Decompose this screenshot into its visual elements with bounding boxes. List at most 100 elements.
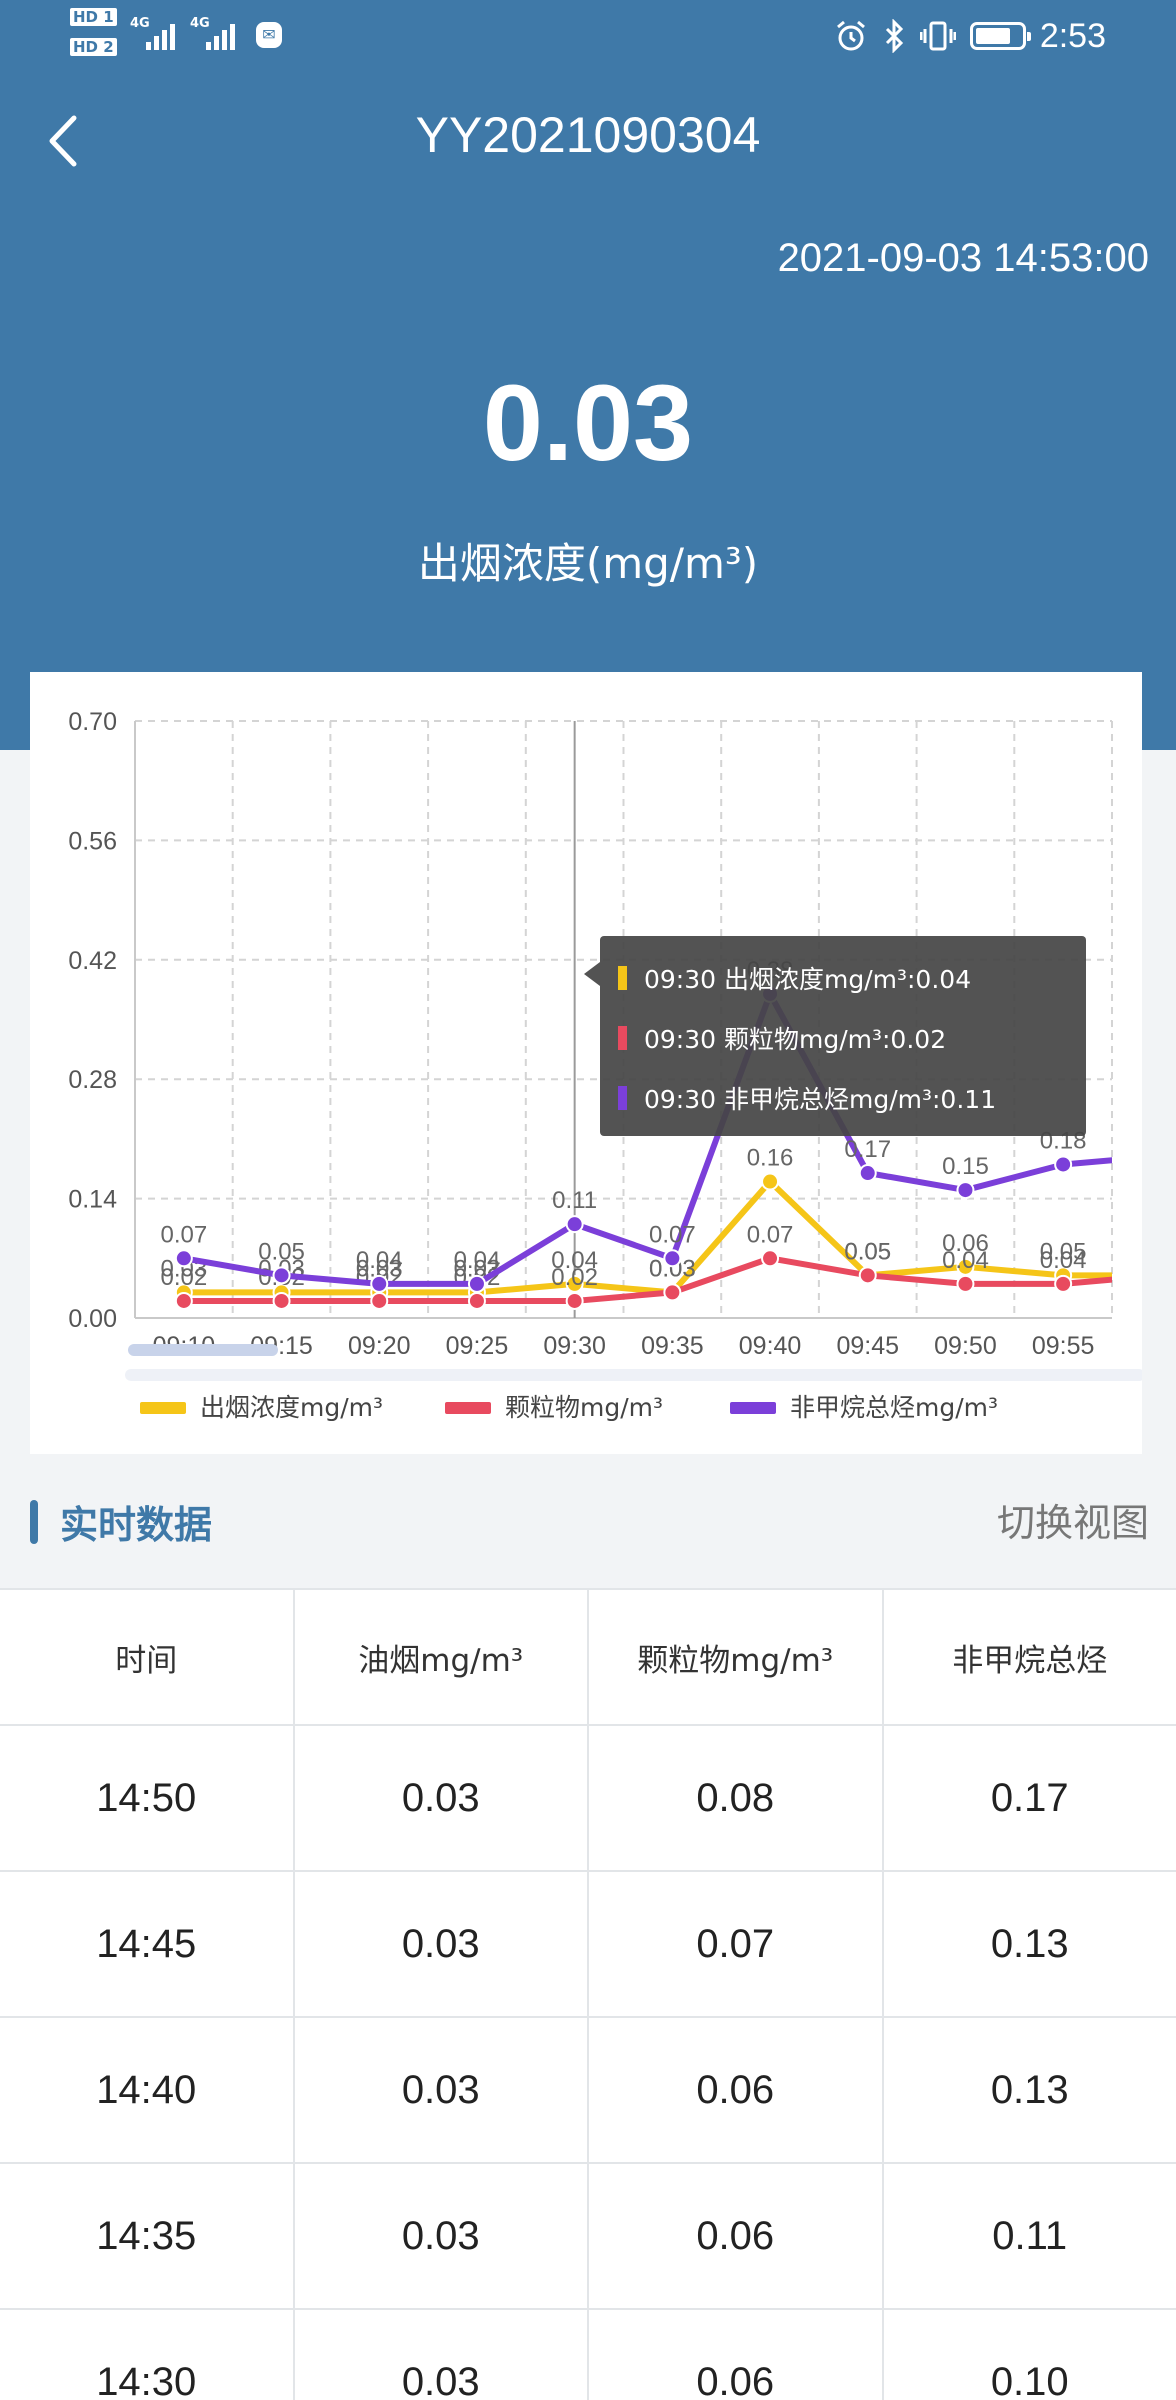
data-label: 0.06 [942,1230,989,1257]
data-point [467,1291,486,1310]
tooltip-line: 09:30 非甲烷总烃mg/m³:0.11 [644,1085,996,1114]
cell-oil-smoke: 0.03 [295,2018,589,2162]
x-tick-label: 09:30 [543,1332,606,1360]
legend-label: 颗粒物mg/m³ [505,1393,663,1422]
cell-particulate: 0.06 [589,2164,884,2308]
app-notification-icon: ✉ [256,22,282,48]
alarm-icon [836,20,865,51]
x-tick-label: 09:55 [1032,1332,1095,1360]
data-label: 0.02 [160,1264,207,1291]
data-label: 0.05 [1137,1238,1142,1265]
data-point [956,1257,975,1276]
data-label: 0.05 [1137,1238,1142,1265]
cell-oil-smoke: 0.03 [295,2164,589,2308]
table-row[interactable]: 14:45 0.03 0.07 0.13 [0,1872,1176,2018]
header-banner: HD 1 HD 2 4G 4G ✉ 2:53 [0,0,1176,750]
data-point [565,1215,584,1234]
chart-tooltip: 09:30 出烟浓度mg/m³:0.04 09:30 颗粒物mg/m³:0.02 0… [584,936,1086,1136]
x-tick-label: 09:25 [446,1332,509,1360]
x-tick-label: 09:50 [934,1332,997,1360]
y-tick-label: 0.56 [68,827,117,855]
x-tick-label: 09:45 [836,1332,899,1360]
page-title: YY2021090304 [415,107,761,163]
back-arrow-icon[interactable] [40,106,90,176]
cell-oil-smoke: 0.03 [295,2310,589,2400]
data-label: 0.04 [1040,1247,1087,1274]
data-label: 0.16 [747,1145,794,1172]
data-point [858,1164,877,1183]
network-type-2: 4G [190,16,210,31]
data-point [272,1266,291,1285]
tooltip-line: 09:30 颗粒物mg/m³:0.02 [644,1025,946,1054]
data-label: 0.07 [747,1221,794,1248]
status-bar: HD 1 HD 2 4G 4G ✉ 2:53 [0,0,1176,72]
cell-nmhc: 0.13 [990,2067,1069,2112]
data-point [663,1249,682,1268]
cell-nmhc: 0.17 [990,1775,1069,1820]
section-title: 实时数据 [60,1503,213,1547]
realtime-data-table: 时间 油烟mg/m³ 颗粒物mg/m³ 非甲烷总烃 14:50 0.03 0.0… [0,1588,1176,2400]
cell-particulate: 0.08 [589,1726,884,1870]
clock: 2:53 [1039,16,1106,55]
data-label: 0.05 [1040,1238,1087,1265]
battery-icon [969,22,1031,50]
chart-scroll-track [125,1369,1142,1381]
realtime-section-header: 实时数据 切换视图 [0,1480,1176,1576]
data-label: 0.04 [551,1247,598,1274]
plot-area: 0.030.030.030.030.040.030.160.050.060.05… [160,957,1142,1310]
hd1-badge: HD 1 [70,8,117,26]
y-tick-label: 0.14 [68,1186,117,1214]
network-type-1: 4G [130,16,150,31]
y-tick-label: 0.28 [68,1066,117,1094]
signal-1-icon [146,24,175,50]
legend-label: 出烟浓度mg/m³ [200,1393,383,1422]
cell-time: 14:35 [0,2164,295,2308]
legend-swatch [140,1402,186,1414]
bluetooth-icon [885,19,903,53]
primary-reading-label: 出烟浓度(mg/m³) [417,539,759,588]
cell-oil-smoke: 0.03 [295,1872,589,2016]
tooltip-swatch [618,1026,627,1050]
data-label: 0.04 [356,1247,403,1274]
data-point [1054,1274,1073,1293]
primary-reading-value: 0.03 [482,362,694,483]
column-header-nmhc: 非甲烷总烃 [952,1642,1108,1679]
data-point [761,1249,780,1268]
tooltip-swatch [618,1086,627,1110]
hd2-badge: HD 2 [70,38,117,56]
signal-group: HD 1 HD 2 4G 4G ✉ [70,8,290,64]
section-accent-bar [30,1500,38,1544]
data-label: 0.05 [258,1238,305,1265]
x-tick-label: 09:35 [641,1332,704,1360]
table-row[interactable]: 14:35 0.03 0.06 0.11 [0,2164,1176,2310]
data-point [956,1181,975,1200]
legend-label: 非甲烷总烃mg/m³ [790,1393,998,1422]
switch-view-button[interactable]: 切换视图 [996,1501,1149,1545]
data-label: 0.11 [552,1187,597,1214]
y-tick-label: 0.70 [68,708,117,736]
data-label: 0.04 [942,1247,989,1274]
data-point [272,1291,291,1310]
legend-swatch [445,1402,491,1414]
table-row[interactable]: 14:50 0.03 0.08 0.17 [0,1726,1176,1872]
x-tick-label: 09:40 [739,1332,802,1360]
data-point [1054,1155,1073,1174]
column-header-particulate: 颗粒物mg/m³ [589,1590,884,1724]
data-point [174,1249,193,1268]
table-row[interactable]: 14:40 0.03 0.06 0.13 [0,2018,1176,2164]
data-label: 0.15 [942,1153,989,1180]
column-header-oil-smoke: 油烟mg/m³ [295,1590,589,1724]
data-point [663,1283,682,1302]
cell-particulate: 0.06 [589,2310,884,2400]
data-point [467,1274,486,1293]
chart-scroll-thumb [128,1344,278,1356]
data-label: 0.07 [160,1221,207,1248]
trend-chart[interactable]: 0.000.140.280.420.560.7009:1009:1509:200… [30,672,1142,1454]
table-row[interactable]: 14:30 0.03 0.06 0.10 [0,2310,1176,2400]
cell-time: 14:30 [0,2310,295,2400]
signal-2-icon [206,24,235,50]
cell-particulate: 0.06 [589,2018,884,2162]
cell-time: 14:50 [0,1726,295,1870]
data-point [370,1291,389,1310]
data-label: 0.05 [844,1238,891,1265]
